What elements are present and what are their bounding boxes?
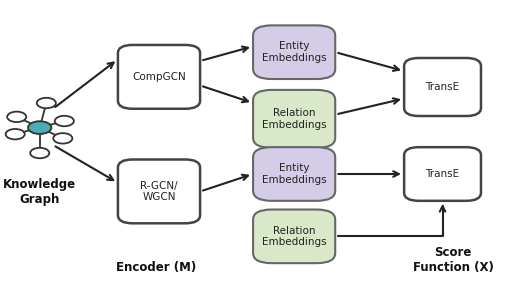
Circle shape (7, 112, 26, 122)
Text: R-GCN/
WGCN: R-GCN/ WGCN (140, 181, 178, 202)
Text: Encoder (M): Encoder (M) (116, 261, 197, 274)
Text: Knowledge
Graph: Knowledge Graph (3, 178, 76, 206)
FancyBboxPatch shape (253, 26, 335, 79)
Text: Score
Function (X): Score Function (X) (413, 246, 493, 274)
Text: Relation
Embeddings: Relation Embeddings (262, 108, 326, 130)
FancyBboxPatch shape (404, 147, 481, 201)
Circle shape (55, 116, 74, 126)
Text: Entity
Embeddings: Entity Embeddings (262, 41, 326, 63)
Text: CompGCN: CompGCN (132, 72, 186, 82)
FancyBboxPatch shape (118, 160, 200, 223)
Text: TransE: TransE (426, 82, 460, 92)
FancyBboxPatch shape (253, 147, 335, 201)
Text: Relation
Embeddings: Relation Embeddings (262, 226, 326, 247)
FancyBboxPatch shape (253, 209, 335, 263)
FancyBboxPatch shape (118, 45, 200, 109)
FancyBboxPatch shape (404, 58, 481, 116)
Circle shape (30, 148, 49, 158)
Circle shape (6, 129, 25, 139)
Circle shape (54, 133, 73, 144)
FancyBboxPatch shape (253, 90, 335, 148)
Text: TransE: TransE (426, 169, 460, 179)
Circle shape (28, 121, 51, 134)
Text: Entity
Embeddings: Entity Embeddings (262, 163, 326, 185)
Circle shape (37, 98, 56, 108)
